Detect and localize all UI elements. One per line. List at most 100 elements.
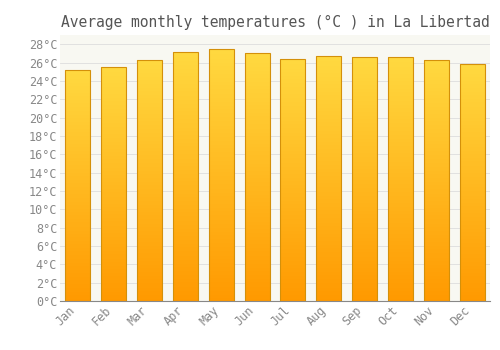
Bar xyxy=(173,144,198,145)
Bar xyxy=(66,148,90,149)
Bar xyxy=(352,274,377,275)
Bar xyxy=(460,294,484,295)
Bar xyxy=(316,160,342,161)
Bar xyxy=(424,178,449,179)
Bar xyxy=(352,262,377,263)
Bar xyxy=(316,60,342,61)
Bar xyxy=(208,208,234,209)
Bar xyxy=(244,264,270,265)
Bar xyxy=(424,228,449,229)
Bar xyxy=(66,98,90,99)
Bar xyxy=(388,215,413,216)
Bar xyxy=(280,145,305,146)
Bar xyxy=(352,93,377,95)
Bar xyxy=(173,80,198,82)
Bar xyxy=(352,114,377,116)
Bar xyxy=(280,271,305,272)
Bar xyxy=(173,251,198,252)
Bar xyxy=(66,254,90,255)
Bar xyxy=(101,95,126,96)
Bar xyxy=(208,185,234,186)
Bar xyxy=(352,257,377,258)
Bar xyxy=(352,266,377,267)
Bar xyxy=(280,106,305,107)
Bar xyxy=(388,58,413,60)
Bar xyxy=(137,119,162,120)
Bar xyxy=(173,59,198,60)
Bar xyxy=(424,99,449,101)
Bar xyxy=(173,170,198,171)
Bar xyxy=(173,196,198,197)
Bar xyxy=(388,148,413,150)
Bar xyxy=(352,133,377,134)
Bar xyxy=(101,248,126,250)
Bar xyxy=(424,284,449,285)
Bar xyxy=(280,267,305,268)
Bar xyxy=(460,191,484,192)
Bar xyxy=(316,225,342,226)
Bar xyxy=(352,205,377,206)
Bar xyxy=(460,132,484,133)
Bar xyxy=(173,240,198,241)
Bar xyxy=(101,115,126,116)
Bar xyxy=(244,129,270,130)
Bar xyxy=(280,152,305,153)
Bar xyxy=(316,110,342,111)
Bar xyxy=(352,216,377,217)
Bar xyxy=(173,237,198,239)
Bar xyxy=(173,211,198,212)
Bar xyxy=(352,201,377,202)
Bar xyxy=(460,293,484,294)
Bar xyxy=(173,158,198,159)
Bar xyxy=(424,222,449,223)
Bar xyxy=(137,101,162,102)
Bar xyxy=(352,62,377,63)
Bar xyxy=(137,148,162,149)
Bar xyxy=(388,268,413,269)
Bar xyxy=(137,208,162,209)
Bar xyxy=(460,167,484,168)
Bar xyxy=(280,87,305,88)
Bar xyxy=(388,135,413,136)
Bar xyxy=(352,206,377,207)
Bar xyxy=(173,254,198,255)
Bar xyxy=(244,94,270,96)
Bar xyxy=(388,231,413,233)
Bar xyxy=(66,285,90,286)
Bar xyxy=(316,94,342,95)
Bar xyxy=(173,179,198,180)
Bar xyxy=(388,92,413,93)
Bar xyxy=(388,172,413,173)
Bar xyxy=(460,282,484,283)
Bar xyxy=(388,205,413,206)
Bar xyxy=(173,141,198,142)
Bar xyxy=(101,294,126,295)
Bar xyxy=(280,93,305,94)
Bar xyxy=(316,156,342,158)
Bar xyxy=(388,198,413,200)
Bar xyxy=(66,78,90,79)
Bar xyxy=(244,266,270,267)
Bar xyxy=(280,265,305,266)
Bar xyxy=(424,124,449,125)
Bar xyxy=(388,111,413,112)
Bar xyxy=(424,252,449,253)
Bar xyxy=(66,293,90,294)
Bar xyxy=(316,230,342,231)
Bar xyxy=(66,219,90,220)
Bar xyxy=(101,288,126,289)
Bar xyxy=(66,94,90,95)
Bar xyxy=(424,254,449,255)
Bar xyxy=(316,155,342,156)
Bar xyxy=(460,279,484,280)
Bar xyxy=(280,153,305,154)
Bar xyxy=(316,175,342,176)
Bar xyxy=(280,283,305,284)
Bar xyxy=(388,136,413,138)
Bar xyxy=(101,67,126,301)
Bar xyxy=(208,153,234,155)
Bar xyxy=(173,93,198,94)
Bar xyxy=(208,292,234,293)
Bar xyxy=(244,84,270,85)
Bar xyxy=(66,263,90,264)
